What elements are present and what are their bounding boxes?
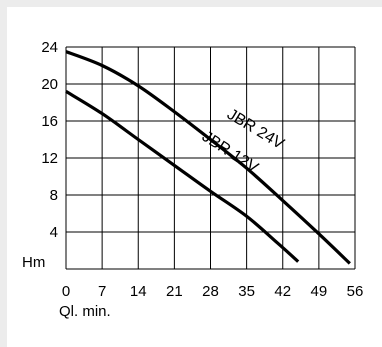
x-tick-label: 14 <box>130 283 147 300</box>
y-tick-label: 12 <box>41 150 58 167</box>
y-tick-labels: 4 8 12 16 20 24 <box>41 39 58 241</box>
x-tick-label: 35 <box>238 283 255 300</box>
y-tick-label: 20 <box>41 76 58 93</box>
x-tick-label: 21 <box>166 283 183 300</box>
x-tick-label: 56 <box>347 283 364 300</box>
y-axis-label: Hm <box>22 254 45 271</box>
y-tick-label: 4 <box>50 224 58 241</box>
x-tick-label: 28 <box>202 283 219 300</box>
x-tick-label: 49 <box>311 283 328 300</box>
y-tick-label: 8 <box>50 187 58 204</box>
y-tick-label: 24 <box>41 39 58 56</box>
chart-panel: 4 8 12 16 20 24 0 7 14 21 28 35 42 49 56 JBR 24V JBR 1… <box>7 7 382 347</box>
series-lines <box>65 50 351 265</box>
x-tick-label: 42 <box>274 283 291 300</box>
x-axis-label: Ql. min. <box>59 303 111 320</box>
x-tick-label: 0 <box>62 283 70 300</box>
y-tick-label: 16 <box>41 113 58 130</box>
x-tick-label: 7 <box>98 283 106 300</box>
x-tick-labels: 0 7 14 21 28 35 42 49 56 <box>62 283 364 300</box>
grid <box>65 46 356 270</box>
series-line-1 <box>65 90 300 263</box>
series-line-0 <box>65 50 351 265</box>
